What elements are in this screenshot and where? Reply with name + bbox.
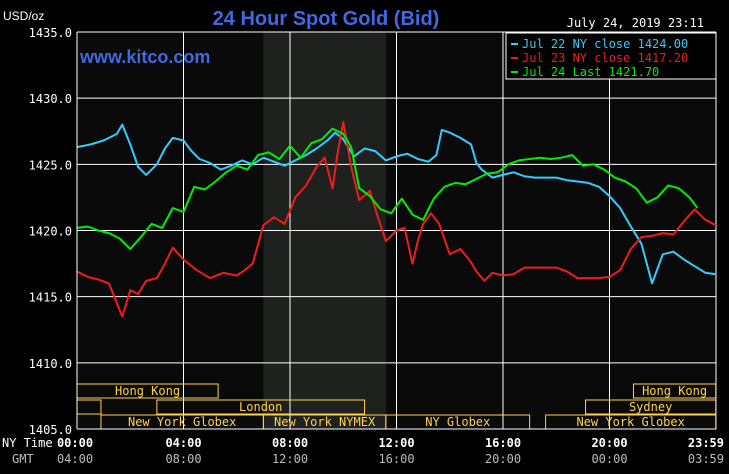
session-label: New York Globex: [576, 415, 684, 429]
session-label: Hong Kong: [115, 384, 180, 398]
x-tick-label-ny: 08:00: [272, 436, 308, 450]
x-tick-label-gmt: 04:00: [57, 452, 93, 466]
legend-box: [505, 32, 717, 80]
session-box: [156, 399, 366, 415]
x-tick-label-ny: 20:00: [591, 436, 627, 450]
session-label: Sydney: [629, 400, 672, 414]
y-tick-label: 1425.0: [29, 158, 72, 172]
y-unit-label: USD/oz: [3, 9, 44, 23]
session-label: London: [239, 400, 282, 414]
x-axis-ny-label: NY Time: [2, 436, 53, 450]
y-tick-label: 1405.0: [29, 423, 72, 437]
x-tick-label-ny: 12:00: [378, 436, 414, 450]
session-box: [585, 399, 717, 415]
x-tick-label-gmt: 12:00: [272, 452, 308, 466]
x-tick-label-ny: 23:59: [688, 436, 724, 450]
x-tick-label-ny: 00:00: [57, 436, 93, 450]
y-tick-label: 1430.0: [29, 92, 72, 106]
session-box: [632, 383, 717, 399]
x-tick-label-gmt: 03:59: [688, 452, 724, 466]
axes: 1435.0 1430.0 1425.0 1420.0 1415.0 1410.0 1405…: [2, 26, 724, 466]
legend-entry: Jul 24 Last 1421.70: [522, 65, 659, 79]
x-tick-label-gmt: 00:00: [591, 452, 627, 466]
y-tick-label: 1435.0: [29, 26, 72, 40]
x-axis-gmt-label: GMT: [12, 452, 34, 466]
x-tick-label-gmt: 16:00: [378, 452, 414, 466]
x-tick-label-ny: 04:00: [165, 436, 201, 450]
y-tick-label: 1420.0: [29, 225, 72, 239]
legend-entry: Jul 23 NY close 1417.20: [522, 51, 688, 65]
series-line-2: [76, 121, 717, 318]
series-line-3: [76, 127, 699, 250]
x-tick-label-gmt: 08:00: [165, 452, 201, 466]
x-tick-label-gmt: 20:00: [485, 452, 521, 466]
plot-area: [76, 31, 717, 430]
session-label: New York Globex: [128, 415, 236, 429]
x-tick-label-ny: 16:00: [485, 436, 521, 450]
y-tick-label: 1415.0: [29, 291, 72, 305]
chart-datetime: July 24, 2019 23:11: [567, 16, 704, 30]
series-line-1: [76, 123, 717, 285]
legend-entry: Jul 22 NY close 1424.00: [522, 37, 688, 51]
chart-title: 24 Hour Spot Gold (Bid): [213, 8, 440, 30]
session-label: NY Globex: [425, 415, 490, 429]
session-label: Hong Kong: [642, 384, 707, 398]
session-label: New York NYMEX: [274, 415, 376, 429]
y-tick-label: 1410.0: [29, 357, 72, 371]
watermark: www.kitco.com: [79, 47, 210, 67]
